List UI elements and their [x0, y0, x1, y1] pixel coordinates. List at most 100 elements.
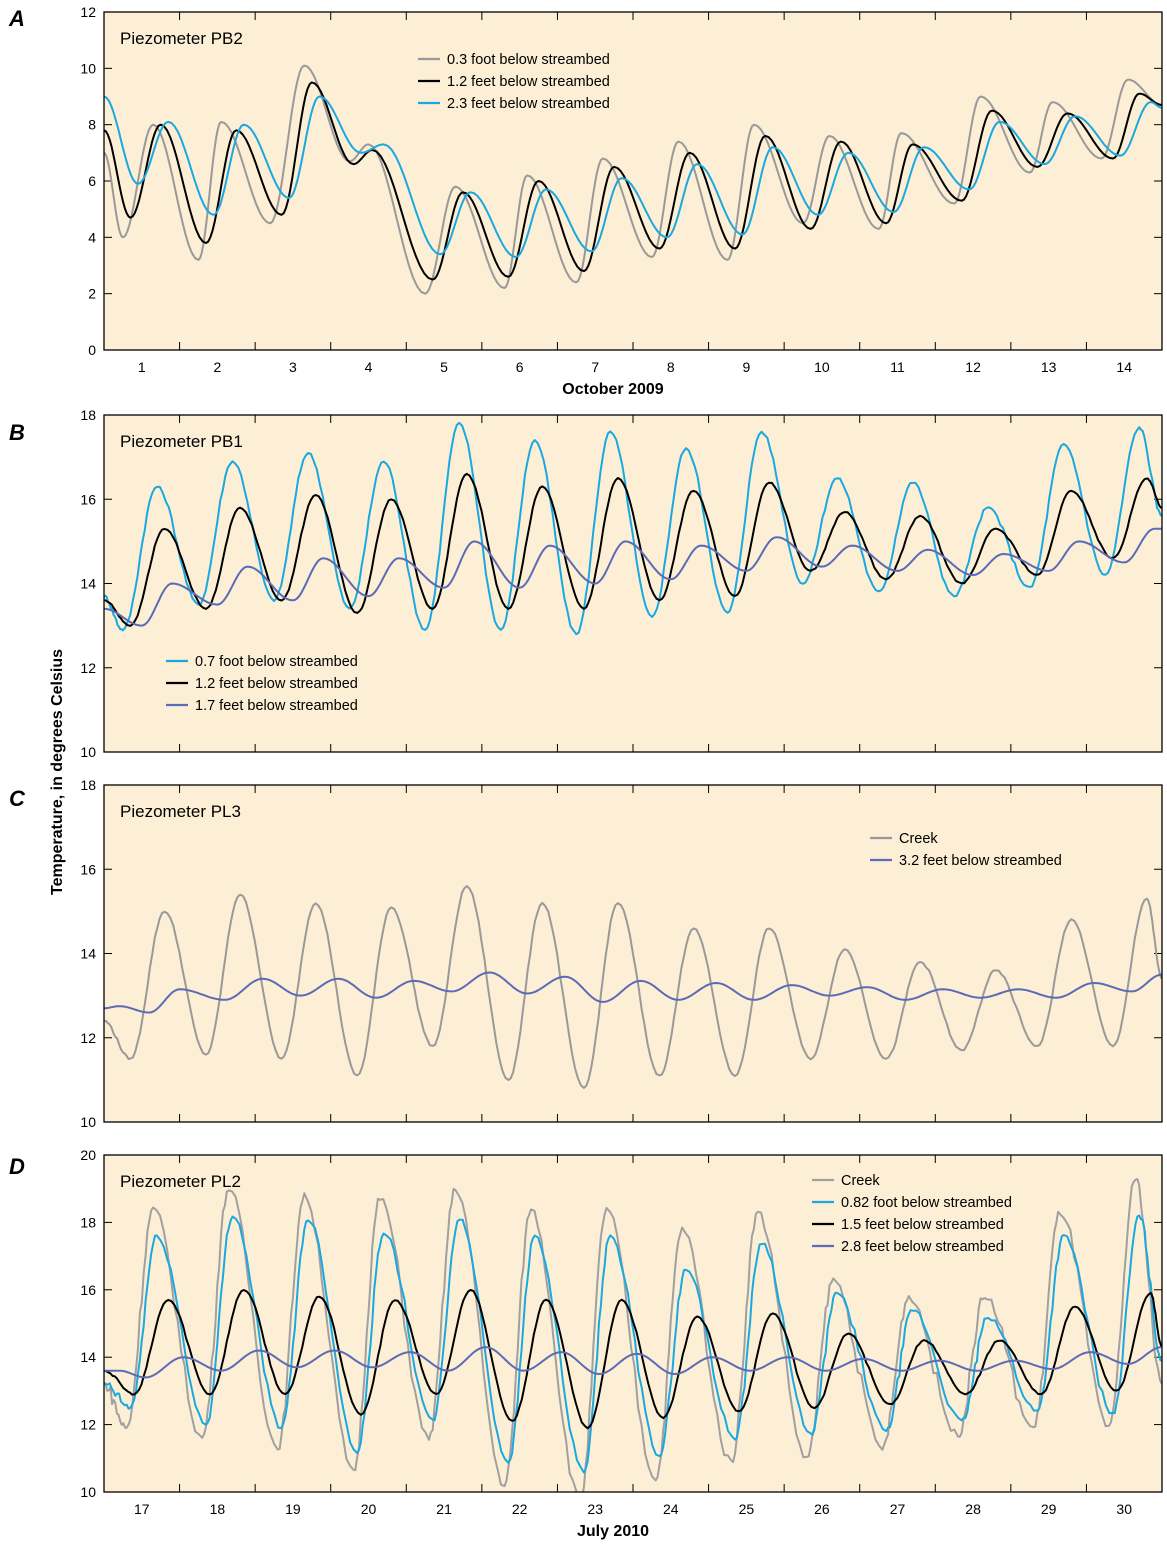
- plot-area: [104, 415, 1162, 752]
- y-tick-label: 12: [80, 1417, 96, 1433]
- y-tick-label: 10: [80, 744, 96, 760]
- series-line-d-0: [104, 1178, 1162, 1492]
- x-tick-label: 13: [1041, 359, 1057, 375]
- y-tick-label: 0: [88, 342, 96, 358]
- legend: Creek 3.2 feet below streambed: [870, 831, 1062, 869]
- x-tick-label: 29: [1041, 1501, 1057, 1517]
- x-tick-label: 27: [890, 1501, 906, 1517]
- x-axis-title: October 2009: [562, 381, 663, 398]
- series-line-a-1: [104, 81, 1162, 281]
- series-line-b-2: [104, 527, 1162, 627]
- series-line-b-1: [104, 472, 1162, 627]
- plot-frame: [103, 784, 1163, 1123]
- x-tick-label: 10: [814, 359, 830, 375]
- series-line-a-2: [104, 95, 1162, 259]
- y-tick-label: 18: [80, 777, 96, 793]
- legend: Creek 0.82 foot below streambed 1.5 feet b…: [812, 1173, 1012, 1255]
- x-tick-label: 9: [742, 359, 750, 375]
- legend-label: 3.2 feet below streambed: [899, 853, 1062, 869]
- panel-title: Piezometer PL3: [120, 802, 241, 821]
- series-line-c-1: [104, 971, 1162, 1014]
- legend-label: 1.2 feet below streambed: [447, 74, 610, 90]
- y-tick-label: 14: [80, 576, 96, 592]
- panel-letter: B: [9, 420, 25, 445]
- y-tick-label: 6: [88, 173, 96, 189]
- legend-label: 2.3 feet below streambed: [447, 96, 610, 112]
- x-tick-label: 3: [289, 359, 297, 375]
- legend-label: 0.7 foot below streambed: [195, 654, 358, 670]
- y-tick-label: 10: [80, 1484, 96, 1500]
- panel-title: Piezometer PB2: [120, 29, 243, 48]
- y-tick-label: 12: [80, 1030, 96, 1046]
- x-tick-label: 8: [667, 359, 675, 375]
- legend-label: 1.5 feet below streambed: [841, 1217, 1004, 1233]
- panel-b: B 10 12 14 16 18 Piezometer PB1 0.7 foot below …: [9, 407, 1163, 760]
- y-tick-label: 10: [80, 60, 96, 76]
- x-tick-label: 4: [365, 359, 373, 375]
- series-line-c-0: [104, 885, 1162, 1089]
- legend-label: Creek: [899, 831, 938, 847]
- y-tick-label: 8: [88, 117, 96, 133]
- x-tick-label: 11: [890, 359, 905, 375]
- panel-title: Piezometer PB1: [120, 432, 243, 451]
- legend-label: 0.3 foot below streambed: [447, 52, 610, 68]
- x-axis-title: July 2010: [577, 1523, 649, 1540]
- x-tick-label: 21: [436, 1501, 452, 1517]
- x-tick-label: 14: [1116, 359, 1132, 375]
- x-tick-label: 22: [512, 1501, 528, 1517]
- legend-label: 1.7 feet below streambed: [195, 698, 358, 714]
- x-tick-label: 20: [361, 1501, 377, 1517]
- plot-frame: [103, 1154, 1163, 1493]
- x-tick-label: 26: [814, 1501, 830, 1517]
- y-tick-label: 4: [88, 229, 96, 245]
- legend-label: Creek: [841, 1173, 880, 1189]
- x-tick-label: 25: [739, 1501, 755, 1517]
- plot-frame: [103, 11, 1163, 351]
- panel-letter: A: [8, 6, 25, 31]
- x-tick-label: 7: [591, 359, 599, 375]
- legend-label: 2.8 feet below streambed: [841, 1239, 1004, 1255]
- series-line-d-2: [104, 1289, 1162, 1430]
- panel-letter: C: [9, 786, 26, 811]
- y-axis-title: Temperature, in degrees Celsius: [49, 649, 66, 895]
- x-tick-label: 1: [138, 359, 146, 375]
- y-tick-label: 18: [80, 1214, 96, 1230]
- y-tick-label: 12: [80, 660, 96, 676]
- series-line-a-0: [104, 64, 1162, 295]
- legend-label: 1.2 feet below streambed: [195, 676, 358, 692]
- x-tick-label: 28: [965, 1501, 981, 1517]
- x-tick-label: 18: [210, 1501, 226, 1517]
- x-tick-label: 23: [587, 1501, 603, 1517]
- plot-frame: [103, 414, 1163, 753]
- y-tick-label: 2: [88, 286, 96, 302]
- panel-letter: D: [9, 1154, 25, 1179]
- series-line-d-1: [104, 1214, 1162, 1474]
- panel-d: D 10 12 14 16 18 20 17 18 19 20 21 22 23 24 25 26 27 28 29 3…: [9, 1147, 1163, 1540]
- y-tick-label: 20: [80, 1147, 96, 1163]
- x-tick-label: 17: [134, 1501, 150, 1517]
- x-tick-label: 6: [516, 359, 524, 375]
- y-tick-label: 10: [80, 1114, 96, 1130]
- x-tick-label: 30: [1116, 1501, 1132, 1517]
- y-tick-label: 12: [80, 4, 96, 20]
- y-tick-label: 16: [80, 491, 96, 507]
- panel-c: C 10 12 14 16 18 Piezometer PL3 Creek 3.2 feet b…: [9, 777, 1163, 1130]
- y-tick-label: 16: [80, 861, 96, 877]
- legend-label: 0.82 foot below streambed: [841, 1195, 1012, 1211]
- plot-area: [104, 12, 1162, 350]
- y-tick-label: 14: [80, 1349, 96, 1365]
- legend: 0.7 foot below streambed 1.2 feet below s…: [166, 654, 358, 714]
- x-tick-label: 19: [285, 1501, 301, 1517]
- x-tick-label: 2: [213, 359, 221, 375]
- x-tick-label: 5: [440, 359, 448, 375]
- series-line-d-3: [104, 1346, 1162, 1379]
- y-tick-label: 18: [80, 407, 96, 423]
- legend: 0.3 foot below streambed 1.2 feet below s…: [418, 52, 610, 112]
- panel-title: Piezometer PL2: [120, 1172, 241, 1191]
- series-line-b-0: [104, 421, 1162, 636]
- x-tick-label: 12: [965, 359, 981, 375]
- y-tick-label: 16: [80, 1282, 96, 1298]
- y-tick-label: 14: [80, 946, 96, 962]
